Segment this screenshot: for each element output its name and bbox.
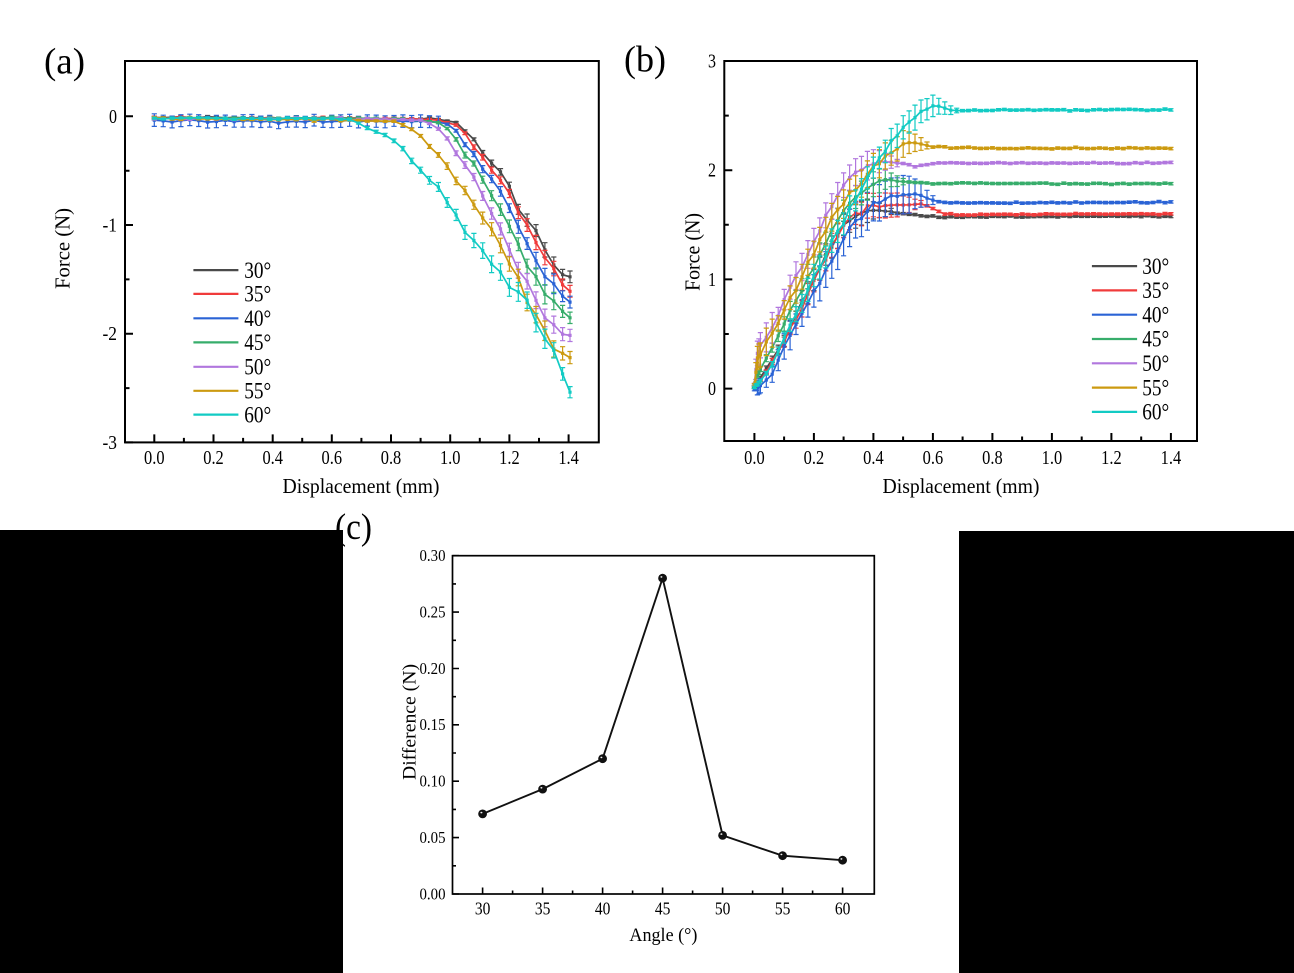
svg-text:40°: 40° — [1142, 302, 1169, 327]
svg-text:50°: 50° — [1142, 351, 1169, 376]
svg-text:0.6: 0.6 — [322, 447, 343, 469]
svg-text:50°: 50° — [244, 355, 271, 380]
svg-text:Force (N): Force (N) — [681, 213, 705, 291]
svg-text:Force (N): Force (N) — [51, 208, 75, 289]
svg-text:55°: 55° — [1142, 375, 1169, 400]
svg-text:1.2: 1.2 — [1101, 447, 1122, 469]
svg-text:Difference (N): Difference (N) — [400, 664, 421, 780]
svg-text:30: 30 — [475, 899, 491, 919]
svg-text:0.0: 0.0 — [144, 447, 165, 469]
svg-text:3: 3 — [708, 51, 716, 73]
svg-text:55: 55 — [775, 899, 791, 919]
svg-text:-1: -1 — [103, 215, 118, 237]
svg-text:0.4: 0.4 — [262, 447, 283, 469]
svg-text:0.2: 0.2 — [203, 447, 224, 469]
svg-text:0.6: 0.6 — [923, 447, 944, 469]
svg-text:40°: 40° — [244, 306, 271, 331]
svg-text:0: 0 — [109, 106, 117, 128]
svg-text:0.8: 0.8 — [381, 447, 402, 469]
svg-text:Displacement (mm): Displacement (mm) — [283, 474, 440, 498]
svg-text:-2: -2 — [103, 323, 118, 345]
svg-text:0.2: 0.2 — [804, 447, 825, 469]
svg-text:1.0: 1.0 — [1042, 447, 1063, 469]
svg-text:0.25: 0.25 — [420, 602, 446, 621]
svg-text:35: 35 — [535, 899, 551, 919]
svg-text:1.4: 1.4 — [1161, 447, 1182, 469]
svg-text:0.8: 0.8 — [982, 447, 1003, 469]
svg-text:55°: 55° — [244, 379, 271, 404]
svg-text:0.30: 0.30 — [420, 546, 446, 565]
svg-text:30°: 30° — [244, 258, 271, 283]
svg-text:(a): (a) — [44, 42, 85, 83]
svg-text:Displacement (mm): Displacement (mm) — [883, 474, 1040, 498]
svg-text:-3: -3 — [103, 432, 118, 454]
svg-text:2: 2 — [708, 160, 716, 182]
svg-text:1.0: 1.0 — [440, 447, 461, 469]
svg-text:35°: 35° — [244, 282, 271, 307]
svg-text:60: 60 — [835, 899, 851, 919]
svg-text:0.00: 0.00 — [420, 884, 446, 903]
svg-text:0.20: 0.20 — [420, 659, 446, 678]
svg-text:0: 0 — [708, 378, 716, 400]
svg-text:0.15: 0.15 — [420, 715, 446, 734]
svg-text:60°: 60° — [244, 402, 271, 427]
svg-text:Angle (°): Angle (°) — [629, 925, 697, 946]
svg-text:0.4: 0.4 — [863, 447, 884, 469]
svg-text:40: 40 — [595, 899, 611, 919]
svg-text:1.4: 1.4 — [558, 447, 579, 469]
svg-text:1.2: 1.2 — [499, 447, 520, 469]
svg-text:0.10: 0.10 — [420, 772, 446, 791]
svg-text:0.0: 0.0 — [744, 447, 765, 469]
svg-text:(b): (b) — [624, 40, 666, 81]
svg-text:60°: 60° — [1142, 400, 1169, 425]
svg-text:35°: 35° — [1142, 278, 1169, 303]
svg-text:50: 50 — [715, 899, 731, 919]
svg-text:0.05: 0.05 — [420, 828, 446, 847]
svg-text:45: 45 — [655, 899, 671, 919]
svg-text:45°: 45° — [1142, 327, 1169, 352]
svg-text:30°: 30° — [1142, 254, 1169, 279]
svg-text:45°: 45° — [244, 330, 271, 355]
svg-text:1: 1 — [708, 269, 716, 291]
